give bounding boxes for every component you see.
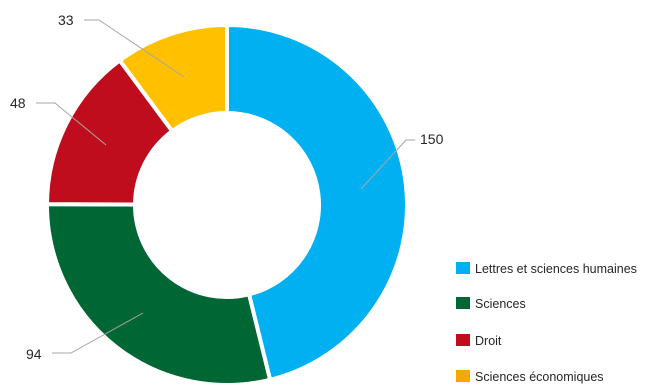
slices [44, 22, 409, 385]
legend-label-sciences-economiques: Sciences économiques [475, 370, 604, 384]
legend-swatch-sciences [456, 297, 470, 309]
data-label-droit: 48 [10, 95, 26, 111]
data-label-sciences: 94 [26, 346, 42, 362]
data-label-sciences-economiques: 33 [58, 12, 74, 28]
legend-swatch-lettres [456, 262, 470, 274]
legend-label-lettres: Lettres et sciences humaines [475, 262, 637, 276]
legend-label-droit: Droit [475, 334, 502, 348]
legend-label-sciences: Sciences [475, 297, 526, 311]
leader-line-lettres [360, 139, 415, 190]
legend-swatch-droit [456, 334, 470, 346]
legend-swatch-sciences-economiques [456, 370, 470, 382]
legend: Lettres et sciences humaines Sciences Dr… [456, 262, 637, 384]
slice-sciences [45, 202, 273, 385]
leader-line-sciences-economiques [84, 19, 185, 78]
leader-line-sciences [52, 312, 144, 354]
data-labels: 150 94 48 33 [10, 12, 444, 362]
leader-lines [36, 19, 415, 354]
leader-line-droit [36, 102, 107, 146]
data-label-lettres: 150 [420, 131, 444, 147]
slice-lettres [225, 22, 409, 383]
